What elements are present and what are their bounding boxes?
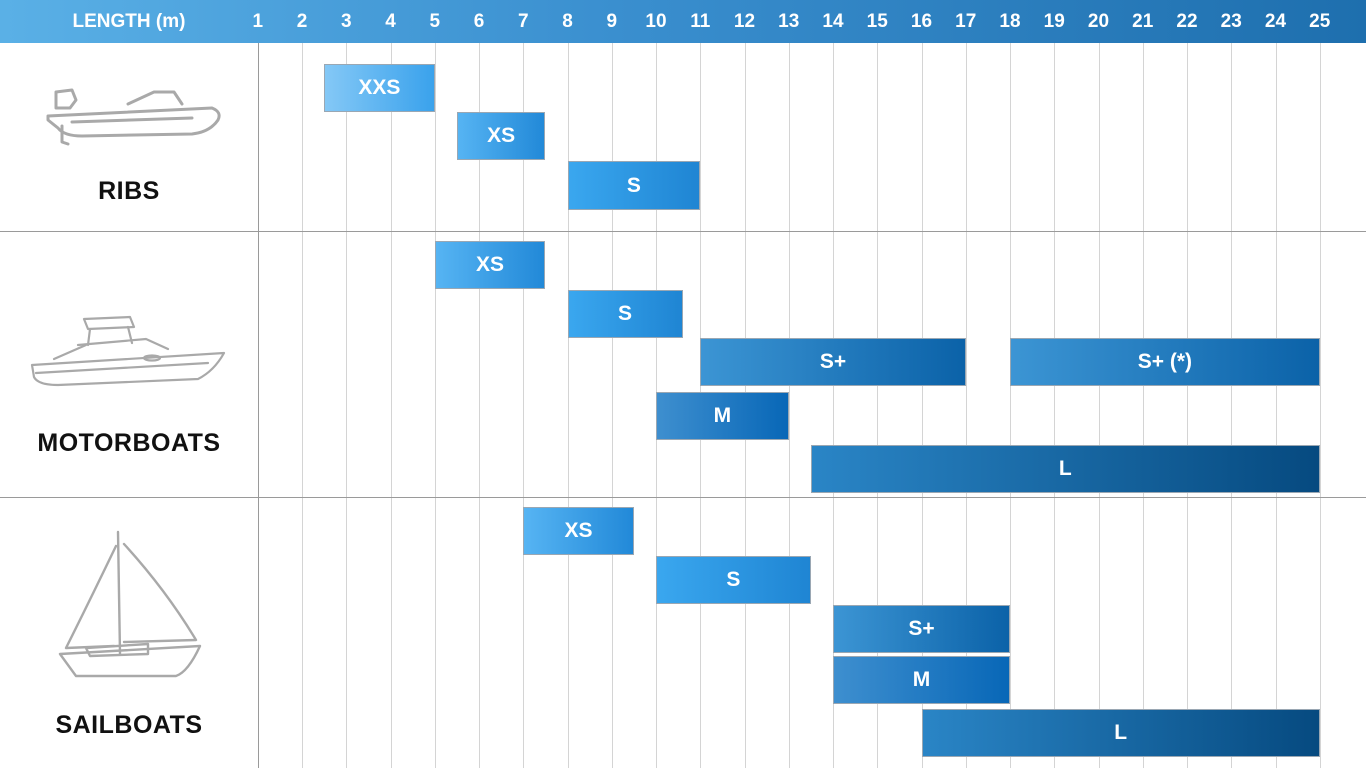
size-bar-motorboats-xs: XS (434, 241, 546, 289)
rib-boat-icon (46, 88, 221, 146)
size-bar-motorboats-s+: S+ (*) (1010, 338, 1320, 386)
grid-line (966, 43, 967, 768)
x-tick-label: 8 (562, 11, 573, 32)
x-tick-label: 14 (822, 11, 844, 32)
x-tick-label: 23 (1220, 11, 1242, 32)
section-divider (0, 231, 1366, 232)
x-tick-label: 9 (606, 11, 618, 32)
size-bar-ribs-xs: XS (456, 112, 546, 160)
grid-line (1231, 43, 1232, 768)
x-tick-label: 15 (866, 11, 888, 32)
grid-line (302, 43, 303, 768)
grid-line (1099, 43, 1100, 768)
grid-line (1143, 43, 1144, 768)
size-bar-motorboats-s: S (567, 290, 683, 338)
grid-line (1187, 43, 1188, 768)
x-tick-label: 1 (252, 11, 264, 32)
motorboat-icon (30, 315, 226, 387)
x-tick-label: 16 (910, 11, 933, 32)
category-label-motorboats: MOTORBOATS (37, 429, 221, 457)
x-tick-label: 22 (1176, 11, 1198, 32)
grid-line (789, 43, 790, 768)
grid-line (1276, 43, 1277, 768)
grid-line (1054, 43, 1055, 768)
size-bar-sailboats-xs: XS (523, 507, 634, 555)
grid-line (346, 43, 347, 768)
x-tick-label: 20 (1087, 11, 1110, 32)
grid-line (568, 43, 569, 768)
x-tick-label: 25 (1309, 11, 1331, 32)
x-tick-label: 6 (473, 11, 485, 32)
x-tick-label: 24 (1264, 11, 1287, 32)
size-bar-motorboats-s+: S+ (700, 338, 966, 386)
x-tick-label: 7 (517, 11, 529, 32)
grid-line (435, 43, 436, 768)
x-tick-label: 5 (429, 11, 441, 32)
x-tick-label: 2 (296, 11, 308, 32)
grid-line (833, 43, 834, 768)
grid-line (877, 43, 878, 768)
x-tick-label: 4 (385, 11, 396, 32)
size-bar-motorboats-m: M (656, 392, 789, 440)
x-tick-label: 10 (645, 11, 667, 32)
grid-line (258, 43, 259, 768)
grid-line (479, 43, 480, 768)
size-bar-ribs-s: S (567, 161, 701, 210)
x-tick-label: 3 (340, 11, 352, 32)
x-tick-label: 21 (1132, 11, 1154, 32)
x-tick-label: 19 (1043, 11, 1065, 32)
sailboat-icon (58, 530, 202, 678)
size-bar-sailboats-m: M (833, 656, 1010, 704)
grid-line (523, 43, 524, 768)
x-tick-label: 18 (999, 11, 1021, 32)
category-label-sailboats: SAILBOATS (55, 711, 203, 739)
size-bar-sailboats-s+: S+ (833, 605, 1010, 653)
grid-line (612, 43, 613, 768)
category-label-ribs: RIBS (98, 177, 160, 205)
grid-line (391, 43, 392, 768)
axis-header: LENGTH (m) 1 2 3 4 5 6 7 8 9 10 11 12 13 14 15 16 17 18 19… (0, 0, 1366, 43)
grid-line (922, 43, 923, 768)
grid-line (1010, 43, 1011, 768)
grid-line (1320, 43, 1321, 768)
size-bar-motorboats-l: L (810, 445, 1320, 493)
x-tick-label: 13 (778, 11, 800, 32)
size-bar-sailboats-s: S (656, 556, 811, 604)
axis-title: LENGTH (m) (72, 11, 186, 32)
size-bar-sailboats-l: L (921, 709, 1320, 757)
x-tick-label: 12 (733, 11, 756, 32)
section-divider (0, 497, 1366, 498)
size-bar-ribs-xxs: XXS (324, 64, 435, 112)
x-tick-label: 11 (690, 11, 711, 32)
x-tick-label: 17 (955, 11, 977, 32)
